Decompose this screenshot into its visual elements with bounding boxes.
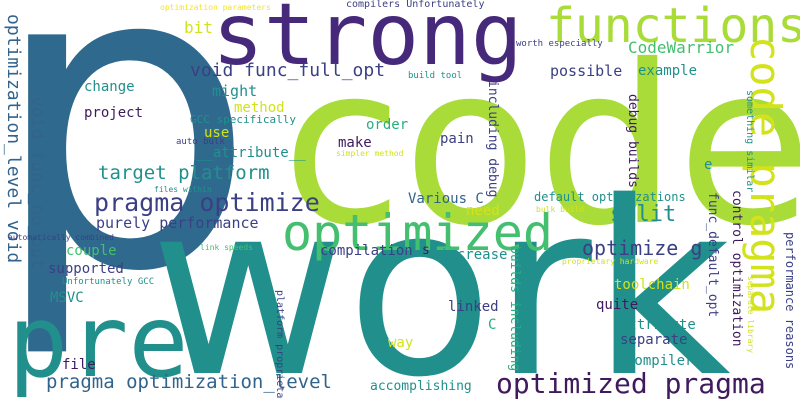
word-method: method	[234, 100, 285, 116]
word-separate-library: separate library	[746, 276, 755, 354]
word-build-tool: build tool	[408, 71, 463, 81]
word-debug-builds: debug builds	[625, 94, 640, 188]
word-unfortunately-gcc: Unfortunately GCC	[62, 277, 155, 287]
word-pragma-optimize: pragma optimize	[94, 188, 320, 217]
word-p: p	[0, 0, 257, 364]
word-make: make	[338, 135, 372, 151]
word-msvc: MSVC	[50, 290, 84, 306]
word-optimized-pragma: optimized pragma	[496, 367, 766, 400]
word-functions: functions	[546, 0, 800, 54]
word-compilers: compilers	[626, 353, 702, 369]
word-link-speeds: link speeds	[200, 243, 253, 252]
word-toolchain: toolchain	[614, 277, 690, 293]
word-couple: couple	[66, 243, 117, 259]
word-opt-level-void: optimization_level void	[3, 14, 24, 264]
word-pragma-opt-level: pragma optimization_level	[46, 371, 332, 393]
word-supported: supported	[48, 261, 124, 277]
word-bit: bit	[184, 18, 213, 37]
word-files-within: files within	[154, 185, 212, 194]
word-something-similar: something similar	[744, 90, 755, 193]
word-gcc-specifically: GCC specifically	[190, 113, 296, 126]
word-default-opts: default optimizations	[534, 190, 686, 204]
word-worth-especially: worth especially	[516, 39, 603, 49]
word-purely-performance: purely performance	[96, 214, 259, 232]
word-need: need	[466, 203, 500, 219]
word-e: e	[704, 157, 713, 173]
word-split: split	[610, 202, 677, 227]
word-way: way	[388, 335, 414, 351]
word-target-platform: target platform	[98, 162, 270, 184]
word-automatically-combined: automatically combined	[8, 233, 114, 242]
word-s: s	[422, 243, 430, 258]
word-pain: pain	[440, 131, 474, 147]
word-compilers-unfortunately: compilers Unfortunately	[346, 0, 485, 10]
word-performance-reasons: performance reasons	[783, 232, 797, 370]
word-c: C	[488, 317, 497, 333]
word-work: work	[150, 150, 731, 400]
word-example: example	[638, 63, 698, 79]
word-auto-bulk: auto bulk	[176, 137, 225, 147]
word-separate: separate	[620, 332, 688, 348]
word-opt-params: optimization parameters	[160, 3, 271, 12]
word-possible: possible	[550, 62, 623, 80]
word-order: order	[366, 117, 409, 133]
word-change: change	[84, 79, 135, 95]
word-linked: linked	[448, 299, 499, 315]
word-simpler-method: simpler method	[336, 149, 404, 158]
word-might: might	[212, 82, 258, 100]
word-builds-including: builds including	[507, 246, 522, 372]
word-compilation: compilation	[320, 243, 413, 259]
word-optimize-g: optimize g	[582, 236, 703, 260]
word-platform-proprietary: platform proprietary	[274, 290, 285, 400]
word-proprietary-hardware: proprietary hardware	[562, 257, 659, 266]
word-codewarrior: CodeWarrior	[628, 38, 734, 57]
word-void-full-opt: void func_full_opt	[190, 60, 386, 81]
word-pragma-v: code pragma	[741, 36, 790, 315]
word-pre: pre	[8, 283, 189, 400]
word-void-no-opt: void func_no_opt	[27, 96, 48, 270]
word-func-default-opt: func_default_opt	[705, 192, 720, 318]
word-various-c: Various C	[408, 191, 484, 207]
word-use: use	[204, 125, 230, 141]
word-quite: quite	[596, 297, 639, 313]
word-increase: increase	[440, 247, 508, 263]
word-attribute-2: attribute	[620, 317, 696, 333]
word-code: code	[282, 18, 800, 274]
word-bulk-build: bulk build	[536, 205, 585, 214]
word-attribute: __attribute__	[196, 145, 306, 161]
word-control-optimization: control optimization	[729, 190, 744, 347]
word-project: project	[84, 105, 144, 121]
word-file: file	[62, 357, 96, 373]
word-accomplishing: accomplishing	[370, 379, 472, 394]
word-including-debug: including debug	[485, 80, 500, 198]
word-optimized: optimized	[282, 204, 553, 262]
word-strong: strong	[212, 0, 523, 85]
